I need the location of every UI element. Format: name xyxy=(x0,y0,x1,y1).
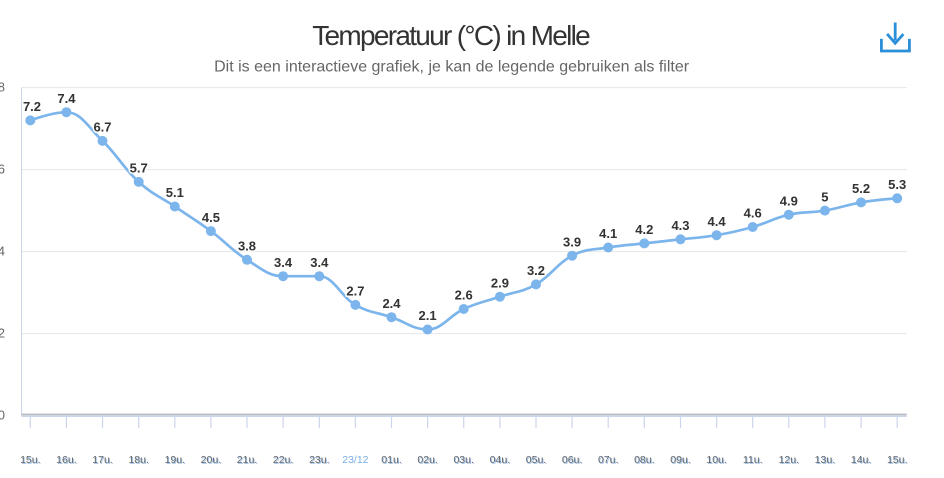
svg-text:14u.: 14u. xyxy=(851,454,871,466)
svg-text:15u.: 15u. xyxy=(888,455,908,467)
svg-text:06u.: 06u. xyxy=(562,454,582,466)
svg-text:4.4: 4.4 xyxy=(708,214,727,229)
svg-text:19u.: 19u. xyxy=(165,454,185,466)
svg-text:2.1: 2.1 xyxy=(419,308,437,323)
svg-text:08u.: 08u. xyxy=(634,454,654,466)
svg-text:19u.: 19u. xyxy=(165,455,185,467)
svg-text:6.7: 6.7 xyxy=(93,120,111,135)
svg-text:12u.: 12u. xyxy=(779,455,799,467)
svg-text:14u.: 14u. xyxy=(852,455,872,467)
svg-text:02u.: 02u. xyxy=(418,455,438,467)
svg-text:13u.: 13u. xyxy=(816,455,836,467)
svg-text:03u.: 03u. xyxy=(454,455,474,467)
svg-text:08u.: 08u. xyxy=(635,455,655,467)
svg-text:4.5: 4.5 xyxy=(202,210,220,225)
svg-text:5.1: 5.1 xyxy=(166,185,184,200)
svg-text:15u.: 15u. xyxy=(20,454,40,466)
svg-text:3.4: 3.4 xyxy=(310,255,329,270)
svg-text:13u.: 13u. xyxy=(815,454,835,466)
svg-text:4.2: 4.2 xyxy=(635,222,653,237)
svg-text:2: 2 xyxy=(0,326,5,341)
svg-text:09u.: 09u. xyxy=(670,454,690,466)
svg-text:20u.: 20u. xyxy=(201,454,221,466)
svg-text:11u.: 11u. xyxy=(743,454,763,466)
svg-text:23u.: 23u. xyxy=(310,455,330,467)
svg-text:4.9: 4.9 xyxy=(780,193,798,208)
svg-text:16u.: 16u. xyxy=(57,455,77,467)
svg-text:5.3: 5.3 xyxy=(888,177,906,192)
svg-text:3.9: 3.9 xyxy=(563,234,581,249)
svg-text:7.2: 7.2 xyxy=(23,99,41,114)
svg-text:21u.: 21u. xyxy=(238,455,258,467)
svg-text:15u.: 15u. xyxy=(887,454,907,466)
svg-text:01u.: 01u. xyxy=(381,454,401,466)
svg-text:2.4: 2.4 xyxy=(382,296,401,311)
svg-text:4.6: 4.6 xyxy=(744,206,762,221)
svg-text:18u.: 18u. xyxy=(128,454,148,466)
svg-text:7.4: 7.4 xyxy=(57,91,76,106)
svg-text:01u.: 01u. xyxy=(382,455,402,467)
svg-text:16u.: 16u. xyxy=(56,454,76,466)
svg-text:4.1: 4.1 xyxy=(599,226,617,241)
svg-text:04u.: 04u. xyxy=(491,455,511,467)
svg-text:Temperatuur (°C) in Melle: Temperatuur (°C) in Melle xyxy=(312,20,590,51)
svg-text:5.7: 5.7 xyxy=(130,161,148,176)
svg-text:06u.: 06u. xyxy=(563,455,583,467)
svg-text:18u.: 18u. xyxy=(129,455,149,467)
svg-text:3.2: 3.2 xyxy=(527,263,545,278)
svg-text:2.9: 2.9 xyxy=(491,275,509,290)
svg-text:Dit is een interactieve grafie: Dit is een interactieve grafiek, je kan … xyxy=(214,59,690,76)
svg-text:3.8: 3.8 xyxy=(238,239,256,254)
svg-text:17u.: 17u. xyxy=(92,454,112,466)
svg-text:0: 0 xyxy=(0,408,5,423)
svg-text:3.4: 3.4 xyxy=(274,255,293,270)
svg-text:11u.: 11u. xyxy=(744,455,764,467)
svg-text:2.7: 2.7 xyxy=(346,284,364,299)
svg-text:22u.: 22u. xyxy=(273,454,293,466)
svg-text:21u.: 21u. xyxy=(237,454,257,466)
svg-text:07u.: 07u. xyxy=(599,455,619,467)
svg-text:4.3: 4.3 xyxy=(671,218,689,233)
svg-text:04u.: 04u. xyxy=(490,454,510,466)
svg-text:15u.: 15u. xyxy=(21,455,41,467)
svg-text:10u.: 10u. xyxy=(706,454,726,466)
svg-text:17u.: 17u. xyxy=(93,455,113,467)
svg-text:8: 8 xyxy=(0,80,5,95)
svg-text:02u.: 02u. xyxy=(417,454,437,466)
svg-text:05u.: 05u. xyxy=(526,454,546,466)
svg-text:5: 5 xyxy=(821,189,828,204)
svg-text:5.2: 5.2 xyxy=(852,181,870,196)
svg-text:12u.: 12u. xyxy=(779,454,799,466)
svg-text:4: 4 xyxy=(0,244,5,259)
svg-text:23/12: 23/12 xyxy=(342,454,368,466)
svg-text:2.6: 2.6 xyxy=(455,288,473,303)
svg-text:20u.: 20u. xyxy=(202,455,222,467)
svg-text:10u.: 10u. xyxy=(707,455,727,467)
svg-text:03u.: 03u. xyxy=(453,454,473,466)
svg-text:05u.: 05u. xyxy=(527,455,547,467)
svg-text:07u.: 07u. xyxy=(598,454,618,466)
svg-text:23u.: 23u. xyxy=(309,454,329,466)
svg-text:09u.: 09u. xyxy=(671,455,691,467)
svg-text:6: 6 xyxy=(0,162,5,177)
svg-text:22u.: 22u. xyxy=(274,455,294,467)
